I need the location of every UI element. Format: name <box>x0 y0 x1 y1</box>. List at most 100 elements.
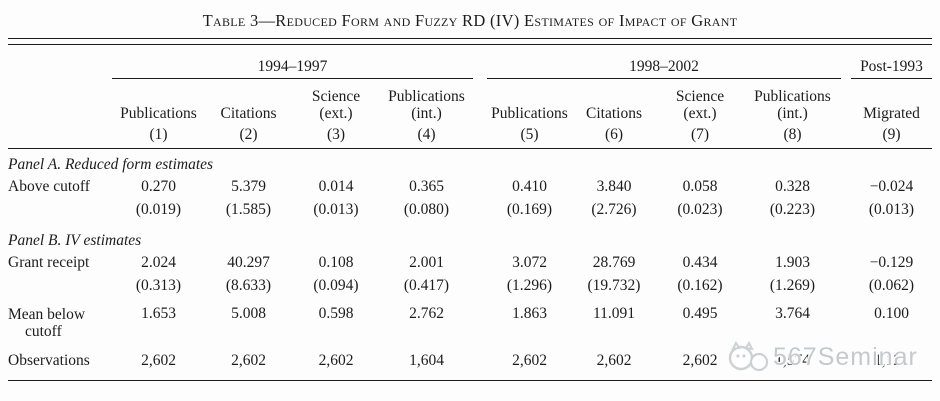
estimate-cell: 1.903 <box>775 254 810 271</box>
above-cutoff-row: Above cutoff 0.270 5.379 0.014 0.365 0.4… <box>8 175 932 198</box>
spacer <box>841 175 851 198</box>
mean-cell: 5.008 <box>231 305 266 322</box>
estimate-cell: 0.108 <box>318 254 354 271</box>
estimate-cell: 0.365 <box>409 178 444 195</box>
estimate-cell: 0.328 <box>775 178 810 195</box>
se-cell: (0.223) <box>769 201 816 218</box>
bottom-rule <box>8 380 932 381</box>
obs-cell: 2,602 <box>512 352 547 369</box>
column-header-9: Migrated (9) <box>863 105 920 143</box>
row-label-grant-receipt: Grant receipt <box>8 254 90 271</box>
estimate-cell: −0.129 <box>869 254 914 271</box>
spacer <box>473 198 487 221</box>
row-label-mean-below-cutoff: Mean below cutoff <box>8 306 86 340</box>
spacer <box>473 348 487 373</box>
se-cell: (19.732) <box>587 277 641 294</box>
spacer <box>841 251 851 274</box>
watermark: 567Seminar <box>726 339 918 375</box>
top-double-rule <box>8 38 932 45</box>
estimate-cell: 0.270 <box>141 178 176 195</box>
observations-row: Observations 2,602 2,602 2,602 1,604 2,6… <box>8 348 932 373</box>
se-cell: (0.023) <box>677 201 723 218</box>
table-title: Table 3—Reduced Form and Fuzzy RD (IV) E… <box>202 11 738 30</box>
row-label-empty <box>8 198 112 221</box>
se-cell: (1.269) <box>769 277 816 294</box>
watermark-text: 567Seminar <box>773 342 918 371</box>
obs-cell: 2,602 <box>231 352 266 369</box>
se-cell: (8.633) <box>225 277 272 294</box>
column-header-5: Publications (5) <box>491 105 568 143</box>
spacer <box>841 79 851 148</box>
column-header-8: Publications (int.) (8) <box>754 88 831 143</box>
estimate-cell: 3.840 <box>596 178 632 195</box>
se-cell: (1.585) <box>225 201 272 218</box>
spacer <box>841 198 851 221</box>
column-header-2: Citations (2) <box>220 105 277 143</box>
mean-cell: 0.598 <box>318 305 354 322</box>
group-header-row: 1994–1997 1998–2002 Post-1993 <box>8 45 932 79</box>
estimate-cell: 0.434 <box>682 254 718 271</box>
mean-cell: 0.100 <box>874 305 909 322</box>
row-label-header-empty <box>8 79 112 148</box>
column-header-row: Publications (1) Citations (2) Science (… <box>8 79 932 148</box>
se-cell: (0.080) <box>403 201 450 218</box>
estimate-cell: 40.297 <box>227 254 270 271</box>
row-label-above-cutoff: Above cutoff <box>8 178 90 195</box>
mean-cell: 3.764 <box>775 305 810 322</box>
estimate-cell: 28.769 <box>592 254 636 271</box>
spacer <box>473 251 487 274</box>
spacer <box>473 304 487 347</box>
header-separator-rule <box>8 148 932 149</box>
mean-below-cutoff-row: Mean below cutoff 1.653 5.008 0.598 2.76… <box>8 304 932 347</box>
se-cell: (2.726) <box>591 201 637 218</box>
panel-b-title: Panel B. IV estimates <box>8 232 142 249</box>
row-label-empty <box>8 274 112 297</box>
group-header-post-1993: Post-1993 <box>851 57 932 79</box>
obs-cell: 1,604 <box>409 352 444 369</box>
estimate-cell: 0.058 <box>682 178 718 195</box>
se-cell: (0.417) <box>403 277 450 294</box>
mean-cell: 2.762 <box>409 305 444 322</box>
se-cell: (0.313) <box>135 277 182 294</box>
obs-cell: 2,602 <box>682 352 718 369</box>
obs-cell: 1,574 <box>775 352 810 369</box>
column-header-6: Citations (6) <box>586 105 642 143</box>
obs-cell: 2,602 <box>141 352 176 369</box>
obs-cell: 2,602 <box>596 352 632 369</box>
above-cutoff-se-row: (0.019) (1.585) (0.013) (0.080) (0.169) … <box>8 198 932 221</box>
spacer <box>473 274 487 297</box>
column-header-4: Publications (int.) (4) <box>388 88 465 143</box>
spacer <box>473 175 487 198</box>
estimate-cell: 0.410 <box>512 178 547 195</box>
column-header-1: Publications (1) <box>120 105 197 143</box>
obs-cell: 2,602 <box>318 352 354 369</box>
obs-cell: 1,121 <box>874 352 909 369</box>
estimate-cell: 5.379 <box>231 178 266 195</box>
spacer <box>473 79 487 148</box>
column-header-7: Science (ext.) (7) <box>675 88 725 143</box>
panel-a-title: Panel A. Reduced form estimates <box>8 156 214 173</box>
se-cell: (0.013) <box>868 201 915 218</box>
se-cell: (0.013) <box>313 201 359 218</box>
grant-receipt-se-row: (0.313) (8.633) (0.094) (0.417) (1.296) … <box>8 274 932 297</box>
se-cell: (0.094) <box>313 277 359 294</box>
se-cell: (1.296) <box>506 277 553 294</box>
spacer <box>841 274 851 297</box>
estimate-cell: 0.014 <box>318 178 354 195</box>
estimate-cell: 2.024 <box>141 254 176 271</box>
estimate-cell: −0.024 <box>869 178 914 195</box>
mean-cell: 0.495 <box>682 305 718 322</box>
se-cell: (0.162) <box>677 277 723 294</box>
grant-receipt-row: Grant receipt 2.024 40.297 0.108 2.001 3… <box>8 251 932 274</box>
watermark-logo-icon <box>728 340 769 372</box>
mean-cell: 1.653 <box>141 305 176 322</box>
estimate-cell: 3.072 <box>512 254 547 271</box>
group-header-1998-2002: 1998–2002 <box>487 57 841 79</box>
mean-cell: 1.863 <box>512 305 547 322</box>
se-cell: (0.169) <box>506 201 553 218</box>
mean-cell: 11.091 <box>592 305 636 322</box>
row-label-observations: Observations <box>8 352 90 369</box>
se-cell: (0.019) <box>135 201 182 218</box>
se-cell: (0.062) <box>868 277 915 294</box>
